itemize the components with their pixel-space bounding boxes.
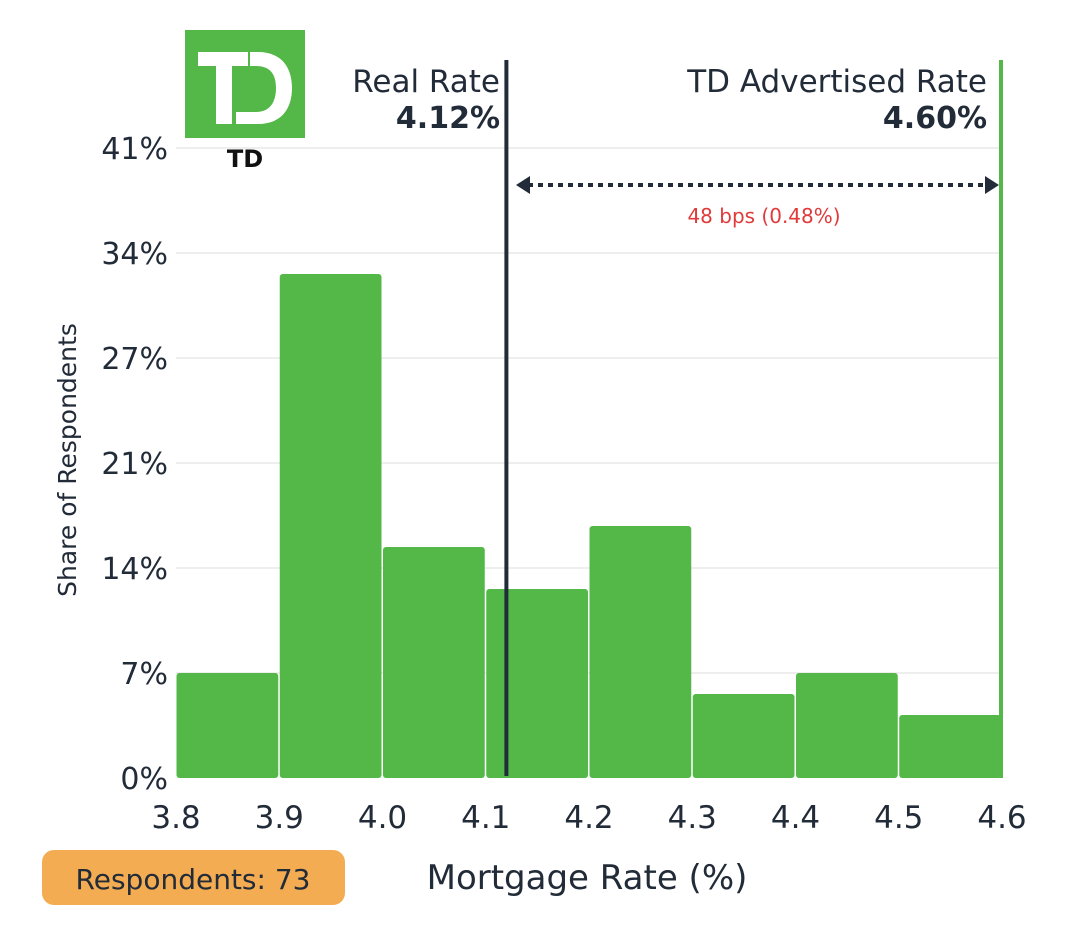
x-tick-label: 4.3	[668, 800, 717, 836]
y-tick-label: 21%	[101, 447, 168, 482]
x-tick-label: 3.8	[151, 800, 200, 836]
x-tick-label: 4.5	[874, 800, 923, 836]
spread-annotation: 48 bps (0.48%)	[687, 204, 840, 228]
respondents-badge	[42, 850, 345, 905]
logo-caption: TD	[227, 145, 263, 173]
y-tick-label: 27%	[101, 342, 168, 377]
td-logo	[185, 30, 305, 138]
bars	[176, 274, 1001, 778]
x-tick-label: 3.9	[255, 800, 304, 836]
y-tick-label: 0%	[120, 762, 168, 797]
spread-arrow	[516, 176, 999, 194]
histogram-bar	[589, 526, 692, 778]
histogram-bar	[279, 274, 382, 778]
y-tick-labels: 0% 7% 14% 21% 27% 34% 41%	[101, 132, 168, 797]
histogram-bar	[176, 673, 279, 778]
histogram-bar	[899, 715, 1001, 778]
x-tick-label: 4.2	[564, 800, 613, 836]
x-axis-title: Mortgage Rate (%)	[427, 858, 748, 898]
x-tick-label: 4.1	[461, 800, 510, 836]
y-tick-label: 7%	[120, 657, 168, 692]
x-tick-label: 4.0	[358, 800, 407, 836]
y-tick-label: 41%	[101, 132, 168, 167]
histogram-bar	[692, 694, 795, 778]
histogram-bar	[486, 589, 588, 778]
y-axis-title: Share of Respondents	[53, 323, 82, 597]
real-rate-value: 4.12%	[396, 101, 500, 136]
advertised-rate-label: TD Advertised Rate	[686, 64, 987, 100]
x-tick-labels: 3.8 3.9 4.0 4.1 4.2 4.3 4.4 4.5 4.6	[151, 800, 1026, 836]
x-tick-label: 4.4	[771, 800, 820, 836]
y-tick-label: 14%	[101, 552, 168, 587]
x-tick-label: 4.6	[977, 800, 1026, 836]
y-tick-label: 34%	[101, 237, 168, 272]
advertised-rate-value: 4.60%	[883, 101, 987, 136]
respondents-count: Respondents: 73	[76, 863, 311, 896]
real-rate-label: Real Rate	[352, 64, 500, 100]
histogram-bar	[383, 547, 485, 778]
histogram-bar	[796, 673, 898, 778]
